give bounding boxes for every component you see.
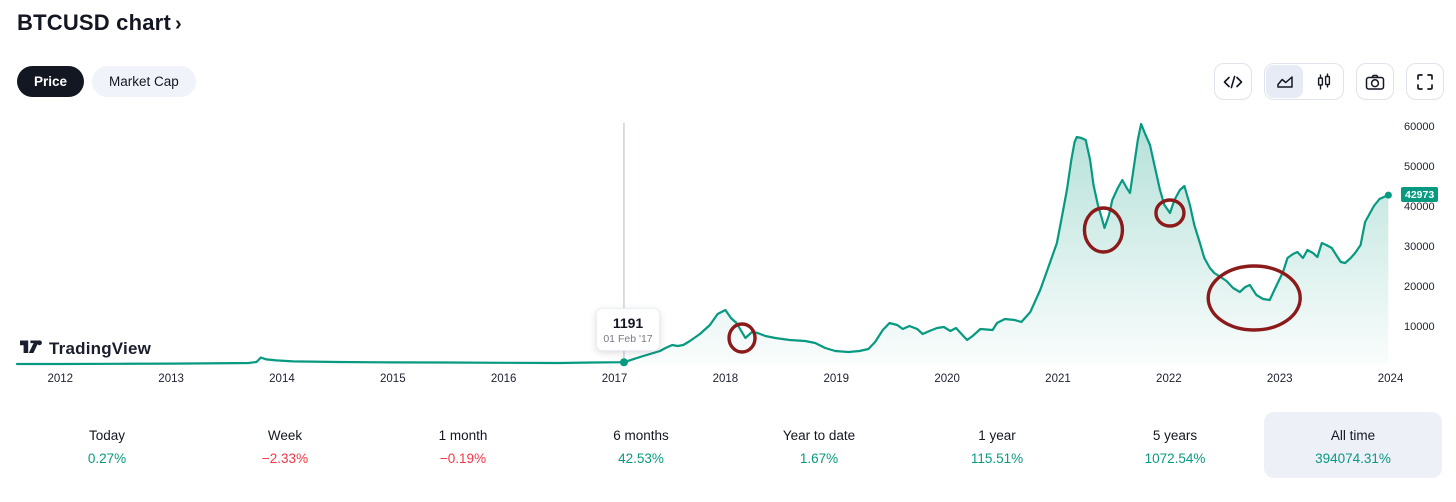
range-stat-label: 1 month	[438, 428, 488, 443]
range-stat-value: 0.27%	[87, 451, 127, 466]
annotation-circle	[1206, 264, 1302, 332]
x-axis-label: 2020	[934, 373, 960, 385]
x-axis-label: 2014	[269, 373, 295, 385]
area-style-button[interactable]	[1266, 65, 1303, 98]
crosshair-tooltip: 1191 01 Feb '17	[596, 308, 660, 351]
market-cap-toggle-button[interactable]: Market Cap	[92, 66, 196, 97]
range-stat-value: 42.53%	[618, 451, 664, 466]
range-stats-row: Today 0.27% Week −2.33% 1 month −0.19% 6…	[18, 412, 1442, 478]
y-axis-label: 50000	[1404, 161, 1435, 173]
range-stat-label: All time	[1330, 428, 1376, 443]
range-stat-label: 5 years	[1152, 428, 1198, 443]
annotation-circle	[1082, 206, 1125, 254]
candlestick-style-button[interactable]	[1305, 65, 1342, 98]
range-stat-1-year[interactable]: 1 year 115.51%	[908, 412, 1086, 478]
chart-toolbar	[1214, 63, 1444, 100]
range-stat-value: 1072.54%	[1144, 451, 1206, 466]
x-axis-label: 2024	[1377, 373, 1404, 385]
x-axis-label: 2017	[601, 373, 628, 385]
price-toggle-button[interactable]: Price	[17, 66, 85, 97]
snapshot-button[interactable]	[1356, 63, 1394, 100]
x-axis-label: 2013	[158, 373, 184, 385]
y-axis-label: 30000	[1404, 241, 1435, 253]
x-axis-label: 2023	[1266, 373, 1293, 385]
x-axis-label: 2018	[712, 373, 739, 385]
range-stat-all-time[interactable]: All time 394074.31%	[1264, 412, 1442, 478]
range-stat-value: −0.19%	[439, 451, 487, 466]
range-stat-today[interactable]: Today 0.27%	[18, 412, 196, 478]
candlestick-icon	[1314, 72, 1334, 92]
y-axis-label: 20000	[1404, 281, 1435, 293]
area-fill	[17, 124, 1389, 365]
fullscreen-icon	[1415, 72, 1435, 92]
annotation-circle	[1154, 198, 1186, 228]
price-line-series	[15, 122, 1390, 366]
x-axis-label: 2016	[490, 373, 517, 385]
range-stat-week[interactable]: Week −2.33%	[196, 412, 374, 478]
x-axis-label: 2015	[380, 373, 406, 385]
fullscreen-button[interactable]	[1406, 63, 1444, 100]
x-axis-label: 2012	[47, 373, 74, 385]
y-axis-label: 10000	[1404, 321, 1435, 333]
last-price-badge: 42973	[1401, 187, 1439, 203]
tradingview-logo-text: TradingView	[49, 339, 152, 358]
x-axis-label: 2019	[823, 373, 850, 385]
embed-code-button[interactable]	[1214, 63, 1252, 100]
tradingview-logo-link[interactable]: TradingView	[20, 338, 151, 360]
range-stat-label: Week	[267, 428, 303, 443]
range-stat-value: 115.51%	[970, 451, 1024, 466]
range-stat-1-month[interactable]: 1 month −0.19%	[374, 412, 552, 478]
area-chart-icon	[1275, 73, 1295, 91]
tooltip-date: 01 Feb '17	[603, 333, 653, 345]
annotation-circle	[727, 322, 757, 354]
y-axis-label: 60000	[1404, 121, 1435, 133]
range-stat-5-years[interactable]: 5 years 1072.54%	[1086, 412, 1264, 478]
range-stat-label: Today	[88, 428, 126, 443]
range-stat-label: 1 year	[978, 428, 1016, 443]
code-icon	[1222, 72, 1244, 92]
y-axis-label: 40000	[1404, 201, 1435, 213]
chart-style-segment	[1264, 63, 1344, 100]
range-stat-label: Year to date	[782, 428, 856, 443]
tradingview-logo-icon	[20, 338, 43, 360]
series-toggle-group: Price Market Cap	[17, 66, 196, 97]
range-stat-value: 394074.31%	[1315, 451, 1391, 466]
crosshair-dot	[619, 358, 628, 367]
range-stat-6-months[interactable]: 6 months 42.53%	[552, 412, 730, 478]
range-stat-year-to-date[interactable]: Year to date 1.67%	[730, 412, 908, 478]
camera-icon	[1364, 72, 1386, 92]
tooltip-price: 1191	[612, 315, 644, 331]
last-price-dot	[1384, 191, 1392, 199]
range-stat-value: −2.33%	[261, 451, 309, 466]
x-axis-label: 2022	[1156, 373, 1182, 385]
page-title: BTCUSD chart	[17, 10, 171, 35]
range-stat-label: 6 months	[613, 428, 669, 443]
title-link[interactable]: BTCUSD chart ›	[17, 10, 182, 36]
chevron-right-icon: ›	[174, 12, 182, 35]
x-axis-label: 2021	[1045, 373, 1071, 385]
range-stat-value: 1.67%	[799, 451, 839, 466]
